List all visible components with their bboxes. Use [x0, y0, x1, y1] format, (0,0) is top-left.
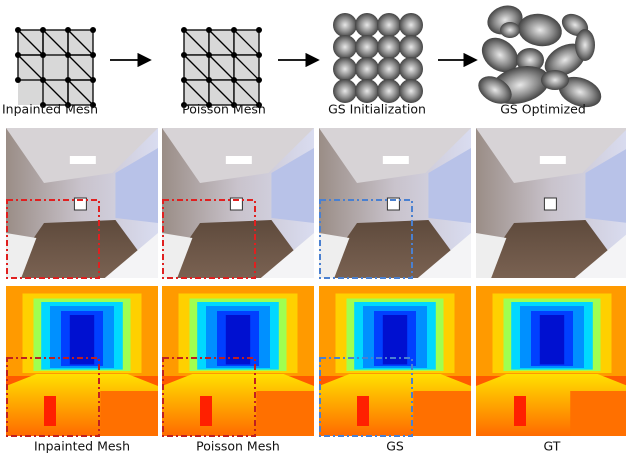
mesh-vertex: [40, 27, 46, 33]
mesh-vertex: [231, 77, 237, 83]
mesh-vertex: [181, 27, 187, 33]
gaussian: [355, 79, 379, 103]
gaussian: [575, 29, 595, 61]
mesh-vertex: [181, 77, 187, 83]
figure: Inpainted Mesh Poisson Mesh GS Initializat…: [0, 0, 626, 456]
depth-object: [200, 396, 212, 426]
picture-frame: [544, 198, 556, 210]
mesh-vertex: [231, 52, 237, 58]
room-render: [319, 128, 471, 278]
panel-label: Poisson Mesh: [196, 439, 280, 454]
mesh-vertex: [206, 27, 212, 33]
depth-object: [44, 396, 56, 426]
mesh-diagram: [181, 27, 262, 108]
depth-map: [476, 286, 626, 436]
mesh-vertex: [90, 27, 96, 33]
gaussian: [377, 79, 401, 103]
depth-sofa: [570, 391, 626, 436]
gaussian: [516, 10, 565, 49]
depth-band: [70, 315, 94, 364]
gaussian: [541, 70, 569, 90]
depth-sofa: [413, 391, 471, 436]
mesh-vertex: [65, 52, 71, 58]
depth-band: [383, 315, 407, 364]
depth-map: [162, 286, 314, 436]
panel-label: GS: [386, 439, 404, 454]
depth-map: [6, 286, 158, 436]
light: [70, 156, 96, 164]
mesh-vertex: [181, 52, 187, 58]
mesh-vertex: [256, 52, 262, 58]
depth-sofa: [100, 391, 158, 436]
gaussian: [333, 13, 357, 37]
gaussian: [500, 22, 520, 38]
mesh-vertex: [65, 77, 71, 83]
panel-label: GS Initialization: [328, 102, 426, 117]
mesh-vertex: [256, 77, 262, 83]
gaussian: [377, 13, 401, 37]
panel-label: GS Optimized: [500, 102, 586, 117]
gaussian: [355, 13, 379, 37]
light: [226, 156, 252, 164]
gaussian: [333, 79, 357, 103]
gaussian: [399, 57, 423, 81]
mesh-vertex: [231, 27, 237, 33]
mesh-vertex: [15, 27, 21, 33]
gaussian: [333, 57, 357, 81]
gaussian: [355, 57, 379, 81]
panel-label: GT: [544, 439, 561, 454]
depth-sofa: [256, 391, 314, 436]
panel-label: Inpainted Mesh: [34, 439, 130, 454]
gaussian: [355, 35, 379, 59]
room-render: [476, 128, 626, 278]
mesh-vertex: [40, 52, 46, 58]
depth-object: [357, 396, 369, 426]
mesh-diagram: [15, 27, 96, 108]
gaussian: [399, 13, 423, 37]
mesh-vertex: [206, 77, 212, 83]
mesh-vertex: [15, 52, 21, 58]
gaussian: [377, 35, 401, 59]
mesh-vertex: [65, 27, 71, 33]
mesh-vertex: [40, 77, 46, 83]
panel-label: Poisson Mesh: [182, 102, 266, 117]
room-render: [6, 128, 158, 278]
panel-label: Inpainted Mesh: [2, 102, 98, 117]
gaussian: [399, 35, 423, 59]
mesh-vertex: [90, 52, 96, 58]
mesh-vertex: [15, 77, 21, 83]
depth-band: [226, 315, 250, 364]
light: [383, 156, 409, 164]
room-render: [162, 128, 314, 278]
gaussian: [399, 79, 423, 103]
depth-map: [319, 286, 471, 436]
gaussian: [377, 57, 401, 81]
depth-object: [514, 396, 526, 426]
mesh-vertex: [90, 77, 96, 83]
mesh-vertex: [206, 52, 212, 58]
depth-band: [540, 315, 564, 364]
mesh-vertex: [256, 27, 262, 33]
gaussian: [333, 35, 357, 59]
light: [540, 156, 566, 164]
